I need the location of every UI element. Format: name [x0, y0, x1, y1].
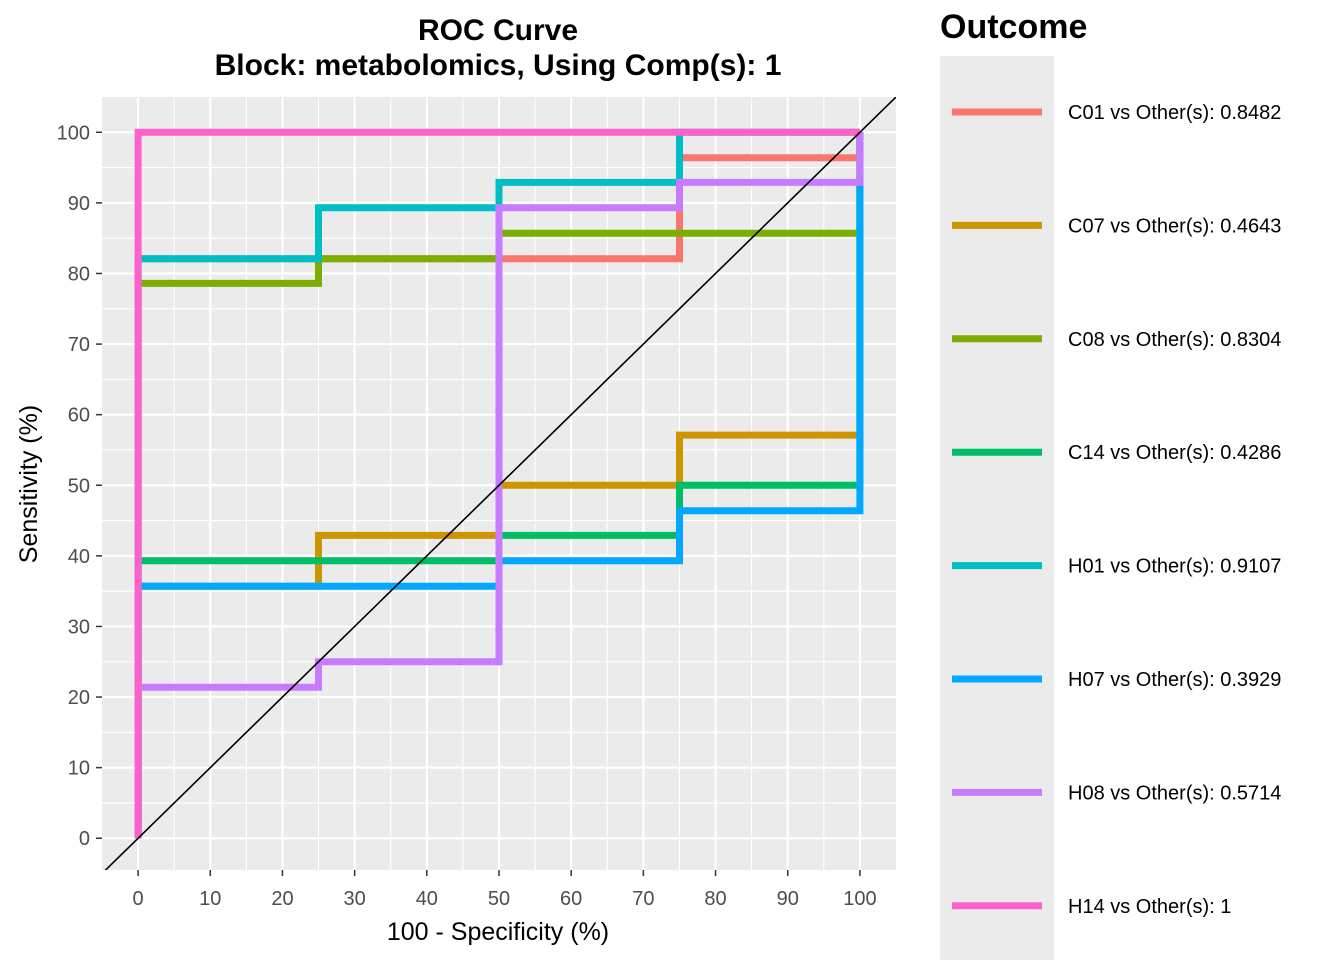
y-tick-label: 0 — [79, 828, 90, 850]
y-tick-label: 30 — [68, 616, 90, 638]
legend-entry-label: C01 vs Other(s): 0.8482 — [1068, 102, 1281, 124]
x-tick-label: 40 — [416, 888, 438, 910]
x-axis: 0 10 20 30 40 50 60 70 80 90 100 — [133, 870, 877, 910]
x-tick-label: 90 — [777, 888, 799, 910]
y-tick-label: 10 — [68, 758, 90, 780]
legend-title: Outcome — [940, 8, 1087, 46]
legend-entry-label: H01 vs Other(s): 0.9107 — [1068, 556, 1281, 578]
chart-title: ROC Curve — [418, 14, 578, 47]
roc-series-line-3 — [134, 132, 864, 839]
reference-diagonal-line — [104, 97, 896, 870]
legend-key-panel — [940, 56, 1054, 960]
series-group — [134, 128, 864, 839]
y-tick-label: 20 — [68, 687, 90, 709]
x-axis-title: 100 - Specificity (%) — [387, 918, 609, 946]
x-tick-label: 10 — [199, 888, 221, 910]
roc-series-line-6 — [134, 132, 864, 839]
x-tick-label: 0 — [133, 888, 144, 910]
x-tick-label: 20 — [271, 888, 293, 910]
legend: C01 vs Other(s): 0.8482 C07 vs Other(s): … — [952, 102, 1281, 918]
y-tick-label: 40 — [68, 546, 90, 568]
x-tick-label: 60 — [560, 888, 582, 910]
legend-entry-label: H08 vs Other(s): 0.5714 — [1068, 782, 1281, 804]
x-tick-label: 100 — [843, 888, 876, 910]
x-tick-label: 50 — [488, 888, 510, 910]
y-tick-label: 60 — [68, 405, 90, 427]
y-tick-label: 50 — [68, 475, 90, 497]
legend-entry-label: H14 vs Other(s): 1 — [1068, 896, 1231, 918]
y-tick-label: 70 — [68, 334, 90, 356]
chart-subtitle: Block: metabolomics, Using Comp(s): 1 — [215, 49, 782, 82]
reference-group — [104, 97, 896, 870]
y-tick-label: 90 — [68, 193, 90, 215]
x-tick-label: 30 — [344, 888, 366, 910]
roc-series-line-8 — [134, 128, 860, 839]
legend-entry-label: C14 vs Other(s): 0.4286 — [1068, 442, 1281, 464]
x-tick-label: 80 — [704, 888, 726, 910]
plot-area — [104, 97, 896, 870]
legend-entry-label: C08 vs Other(s): 0.8304 — [1068, 329, 1281, 351]
roc-series-line-7 — [134, 132, 864, 839]
roc-series-line-4 — [134, 132, 864, 839]
x-tick-label: 70 — [632, 888, 654, 910]
y-axis: 0 10 20 30 40 50 60 70 80 90 100 — [57, 122, 102, 850]
legend-entry-label: H07 vs Other(s): 0.3929 — [1068, 669, 1281, 691]
y-axis-title: Sensitivity (%) — [15, 405, 43, 563]
y-tick-label: 100 — [57, 122, 90, 144]
y-tick-label: 80 — [68, 263, 90, 285]
legend-entry-label: C07 vs Other(s): 0.4643 — [1068, 215, 1281, 237]
